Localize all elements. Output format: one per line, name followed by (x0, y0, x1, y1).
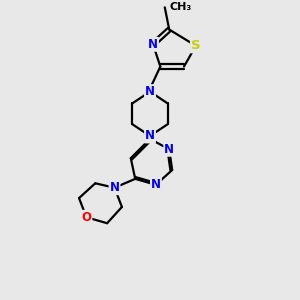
Text: N: N (151, 178, 161, 191)
Text: N: N (148, 38, 158, 51)
Text: O: O (81, 211, 92, 224)
Text: N: N (110, 181, 119, 194)
Text: N: N (145, 85, 155, 98)
Text: N: N (145, 130, 155, 142)
Text: CH₃: CH₃ (169, 2, 191, 12)
Text: N: N (164, 143, 174, 156)
Text: S: S (191, 39, 201, 52)
